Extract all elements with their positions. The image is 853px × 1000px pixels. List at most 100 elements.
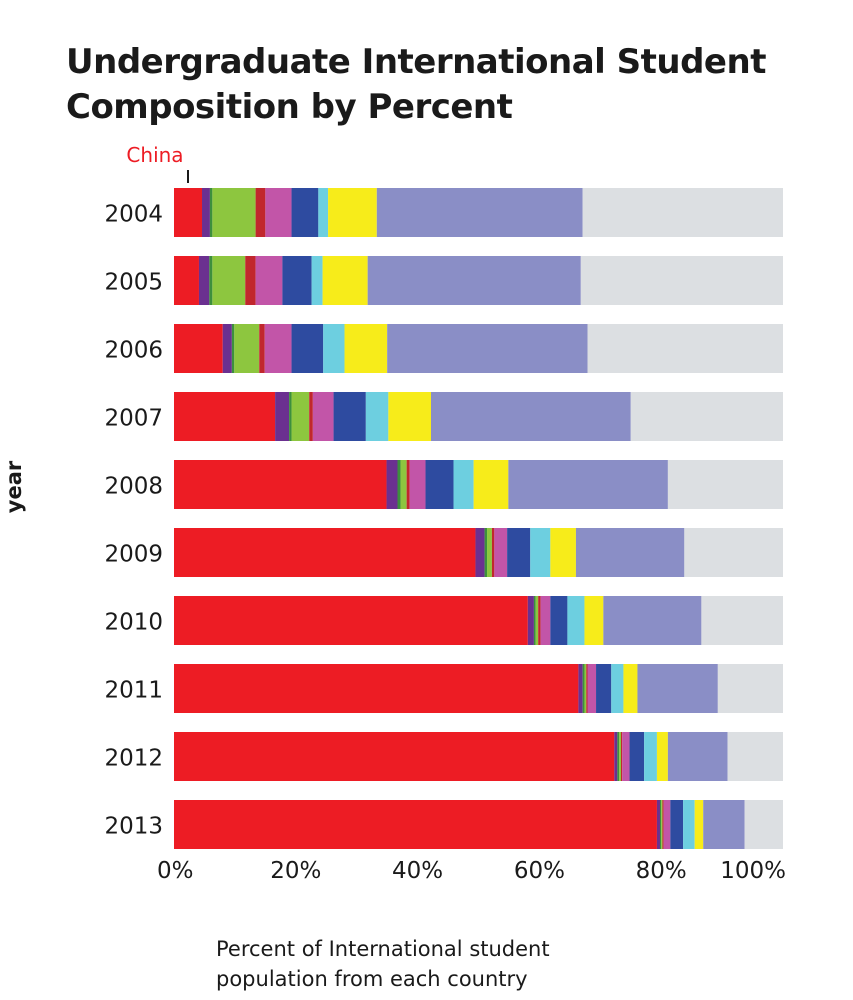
y-axis-label: year (2, 460, 26, 513)
bar-2012-segment-5 (621, 732, 623, 781)
bar-2010-segment-4 (535, 596, 539, 645)
y-tick-label-2013: 2013 (104, 814, 163, 840)
bar-2010-segment-7 (550, 596, 568, 645)
bar-2009-segment-9 (550, 528, 576, 577)
bar-2012-segment-7 (629, 732, 645, 781)
bar-2009-segment-8 (530, 528, 551, 577)
y-tick-label-2010: 2010 (104, 610, 163, 636)
chart-title-line-2: Composition by Percent (66, 87, 513, 127)
bar-2012-segment-6 (622, 732, 630, 781)
bar-2009-segment-1 (174, 528, 476, 577)
chart-title: Undergraduate International Student Comp… (66, 40, 766, 130)
bar-2004-segment-2 (202, 188, 210, 237)
bar-2009-segment-6 (494, 528, 508, 577)
bar-2009-segment-3 (484, 528, 488, 577)
bar-2007-segment-9 (388, 392, 431, 441)
bar-2010-segment-3 (533, 596, 536, 645)
bar-2011-segment-4 (584, 664, 587, 713)
bar-2010-segment-10 (603, 596, 702, 645)
x-tick-label-5: 100% (720, 858, 786, 884)
bar-2004-segment-6 (265, 188, 292, 237)
bar-2007-segment-8 (365, 392, 389, 441)
bar-2008-segment-4 (400, 460, 407, 509)
bar-2004-segment-1 (174, 188, 203, 237)
bar-2011-segment-11 (717, 664, 783, 713)
bar-2006-segment-10 (387, 324, 588, 373)
bar-2007-segment-4 (291, 392, 310, 441)
bar-2006-segment-3 (231, 324, 235, 373)
bar-2004-segment-10 (376, 188, 583, 237)
bar-2005-segment-10 (367, 256, 581, 305)
bar-2013-segment-1 (174, 800, 657, 849)
bar-2011-segment-6 (587, 664, 597, 713)
bar-2012-segment-8 (644, 732, 657, 781)
bar-2008-segment-8 (453, 460, 474, 509)
bar-2008-segment-11 (667, 460, 783, 509)
bar-2005-segment-4 (212, 256, 246, 305)
bar-2007-segment-2 (275, 392, 290, 441)
bar-2008-segment-2 (386, 460, 398, 509)
bar-2012-segment-9 (656, 732, 668, 781)
y-tick-label-2009: 2009 (104, 542, 163, 568)
bar-2012-segment-3 (617, 732, 620, 781)
bar-2010-segment-1 (174, 596, 528, 645)
bar-2008-segment-7 (425, 460, 454, 509)
bar-2009-segment-10 (575, 528, 685, 577)
bar-2009-segment-4 (487, 528, 492, 577)
bar-2005-segment-7 (282, 256, 312, 305)
bar-2013-segment-4 (661, 800, 663, 849)
bar-2011-segment-1 (174, 664, 579, 713)
bar-2006-segment-6 (264, 324, 292, 373)
bar-2011-segment-2 (578, 664, 583, 713)
bar-2012-segment-1 (174, 732, 615, 781)
bar-2007-segment-10 (431, 392, 631, 441)
bar-2006-segment-2 (222, 324, 232, 373)
bar-2008-segment-10 (508, 460, 668, 509)
bar-2010-segment-2 (527, 596, 534, 645)
bar-2005-segment-3 (209, 256, 213, 305)
bar-2013-segment-5 (662, 800, 664, 849)
bar-2004-segment-9 (328, 188, 377, 237)
bar-2011-segment-7 (596, 664, 612, 713)
bar-2008-segment-9 (473, 460, 509, 509)
bar-2007-segment-6 (312, 392, 334, 441)
bar-2005-segment-2 (198, 256, 210, 305)
bar-2009-segment-7 (507, 528, 531, 577)
bar-2008-segment-6 (409, 460, 426, 509)
bar-2011-segment-9 (623, 664, 638, 713)
bar-2012-segment-4 (619, 732, 622, 781)
bar-2006-segment-7 (291, 324, 324, 373)
bar-2009-segment-2 (475, 528, 485, 577)
bar-2013-segment-7 (670, 800, 684, 849)
y-tick-label-2011: 2011 (104, 678, 163, 704)
x-tick-label-2: 40% (392, 858, 443, 884)
y-tick-label-2007: 2007 (104, 406, 163, 432)
bar-2006-segment-9 (344, 324, 388, 373)
bar-2011-segment-5 (586, 664, 588, 713)
bar-2008-segment-3 (397, 460, 401, 509)
x-tick-label-0: 0% (157, 858, 194, 884)
bar-2010-segment-6 (540, 596, 551, 645)
bar-2012-segment-10 (667, 732, 728, 781)
bar-2011-segment-10 (637, 664, 718, 713)
bar-2009-segment-11 (684, 528, 783, 577)
bar-2009-segment-5 (491, 528, 495, 577)
bar-2007-segment-5 (309, 392, 313, 441)
bar-2005-segment-5 (245, 256, 256, 305)
x-tick-label-3: 60% (514, 858, 565, 884)
x-tick-label-4: 80% (636, 858, 687, 884)
bar-2013-segment-2 (656, 800, 660, 849)
bar-2013-segment-9 (694, 800, 704, 849)
bar-2007-segment-11 (630, 392, 783, 441)
bar-2013-segment-10 (703, 800, 745, 849)
bar-2011-segment-3 (582, 664, 585, 713)
bar-2004-segment-11 (582, 188, 783, 237)
bar-2013-segment-6 (663, 800, 671, 849)
y-tick-label-2012: 2012 (104, 746, 163, 772)
bar-2006-segment-5 (259, 324, 265, 373)
bar-2004-segment-8 (318, 188, 329, 237)
bar-2007-segment-7 (333, 392, 366, 441)
x-axis-label: Percent of International student populat… (216, 934, 550, 994)
bar-2005-segment-6 (255, 256, 283, 305)
